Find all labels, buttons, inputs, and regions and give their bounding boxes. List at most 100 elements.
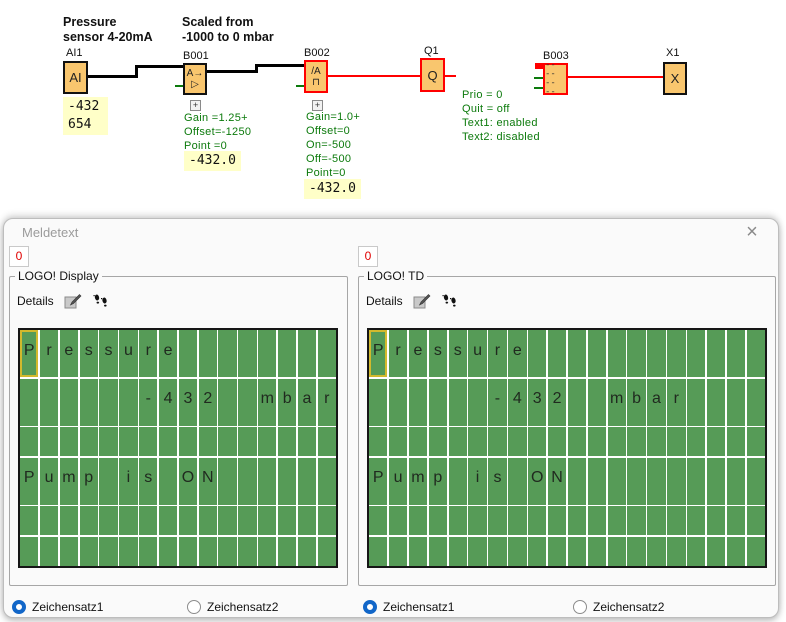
display-cell[interactable]: N: [547, 457, 567, 505]
display-cell[interactable]: [706, 506, 726, 536]
display-cell[interactable]: i: [119, 457, 138, 505]
block-b001-analog-amplifier[interactable]: A→ ▷: [183, 63, 207, 95]
display-cell[interactable]: [428, 378, 447, 426]
display-cell[interactable]: [317, 506, 336, 536]
display-cell[interactable]: [528, 427, 547, 457]
close-icon[interactable]: ×: [746, 221, 758, 243]
display-cell[interactable]: [528, 536, 547, 566]
display-cell[interactable]: [667, 506, 686, 536]
display-cell[interactable]: [178, 330, 198, 378]
display-cell[interactable]: [567, 427, 587, 457]
display-cell[interactable]: [687, 506, 706, 536]
display-cell[interactable]: [726, 378, 746, 426]
display-cell[interactable]: [369, 506, 388, 536]
display-cell[interactable]: s: [448, 330, 467, 378]
block-x1-open-connector[interactable]: X: [663, 62, 687, 95]
display-cell[interactable]: [20, 427, 39, 457]
display-cell[interactable]: [726, 536, 746, 566]
display-cell[interactable]: e: [158, 330, 178, 378]
display-cell[interactable]: [79, 427, 98, 457]
display-cell[interactable]: [468, 427, 487, 457]
display-cell[interactable]: [139, 536, 158, 566]
display-cell[interactable]: [408, 536, 428, 566]
display-cell[interactable]: [119, 427, 138, 457]
display-cell[interactable]: [218, 378, 237, 426]
display-cell[interactable]: r: [488, 330, 507, 378]
display-cell[interactable]: [119, 378, 138, 426]
display-cell[interactable]: u: [388, 457, 408, 505]
display-cell[interactable]: [258, 506, 277, 536]
display-cell[interactable]: e: [508, 330, 527, 378]
display-cell[interactable]: [547, 506, 567, 536]
display-cell[interactable]: u: [39, 457, 59, 505]
display-cell[interactable]: [508, 427, 527, 457]
display-cell[interactable]: e: [59, 330, 79, 378]
display-cell[interactable]: [567, 378, 587, 426]
display-cell[interactable]: [448, 506, 467, 536]
display-cell[interactable]: [587, 427, 606, 457]
display-cell[interactable]: [607, 330, 626, 378]
display-cell[interactable]: [667, 536, 686, 566]
display-cell[interactable]: [369, 427, 388, 457]
display-cell[interactable]: [20, 378, 39, 426]
display-cell[interactable]: m: [59, 457, 79, 505]
display-cell[interactable]: [647, 330, 666, 378]
edit-icon[interactable]: [413, 293, 431, 309]
display-cell[interactable]: [39, 506, 59, 536]
display-cell[interactable]: [218, 506, 237, 536]
display-cell[interactable]: [297, 506, 317, 536]
display-cell[interactable]: [587, 506, 606, 536]
display-cell[interactable]: [39, 378, 59, 426]
radio-zeichensatz1-left[interactable]: Zeichensatz1: [12, 600, 103, 614]
display-cell[interactable]: [508, 536, 527, 566]
display-cell[interactable]: [687, 457, 706, 505]
display-cell[interactable]: [218, 536, 237, 566]
display-cell[interactable]: [277, 427, 297, 457]
display-cell[interactable]: [726, 457, 746, 505]
display-cell[interactable]: s: [488, 457, 507, 505]
display-cell[interactable]: i: [468, 457, 487, 505]
display-cell[interactable]: m: [607, 378, 626, 426]
display-cell[interactable]: [198, 506, 217, 536]
display-cell[interactable]: [258, 457, 277, 505]
display-cell[interactable]: [99, 536, 118, 566]
display-cell[interactable]: r: [317, 378, 336, 426]
display-cell[interactable]: [178, 506, 198, 536]
display-cell[interactable]: [746, 506, 765, 536]
display-cell[interactable]: [567, 536, 587, 566]
display-cell[interactable]: [587, 457, 606, 505]
display-cell[interactable]: [258, 330, 277, 378]
display-cell[interactable]: [647, 506, 666, 536]
display-cell[interactable]: [218, 427, 237, 457]
tab-priority-right[interactable]: 0: [358, 246, 378, 267]
display-cell[interactable]: [238, 330, 257, 378]
display-cell[interactable]: [468, 378, 487, 426]
display-cell[interactable]: [667, 457, 686, 505]
display-cell[interactable]: [198, 427, 217, 457]
display-cell[interactable]: p: [428, 457, 447, 505]
display-cell[interactable]: [388, 378, 408, 426]
display-cell[interactable]: [258, 427, 277, 457]
display-cell[interactable]: u: [468, 330, 487, 378]
display-cell[interactable]: [647, 427, 666, 457]
display-cell[interactable]: r: [388, 330, 408, 378]
display-cell[interactable]: r: [39, 330, 59, 378]
display-cell[interactable]: [39, 427, 59, 457]
display-cell[interactable]: 3: [178, 378, 198, 426]
display-cell[interactable]: [587, 536, 606, 566]
display-cell[interactable]: [99, 457, 118, 505]
display-cell[interactable]: e: [408, 330, 428, 378]
radio-zeichensatz1-right[interactable]: Zeichensatz1: [363, 600, 454, 614]
display-cell[interactable]: [746, 457, 765, 505]
expand-params-b002-button[interactable]: +: [312, 100, 323, 111]
block-q1-output[interactable]: Q: [420, 58, 445, 92]
display-cell[interactable]: [238, 378, 257, 426]
display-cell[interactable]: [119, 536, 138, 566]
display-cell[interactable]: [428, 536, 447, 566]
display-cell[interactable]: [627, 536, 646, 566]
display-cell[interactable]: [388, 536, 408, 566]
display-cell[interactable]: [448, 427, 467, 457]
display-cell[interactable]: [158, 427, 178, 457]
tab-priority-left[interactable]: 0: [9, 246, 29, 267]
display-cell[interactable]: [726, 506, 746, 536]
